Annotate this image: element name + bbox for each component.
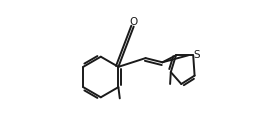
- Text: O: O: [130, 17, 138, 27]
- Text: S: S: [193, 50, 200, 60]
